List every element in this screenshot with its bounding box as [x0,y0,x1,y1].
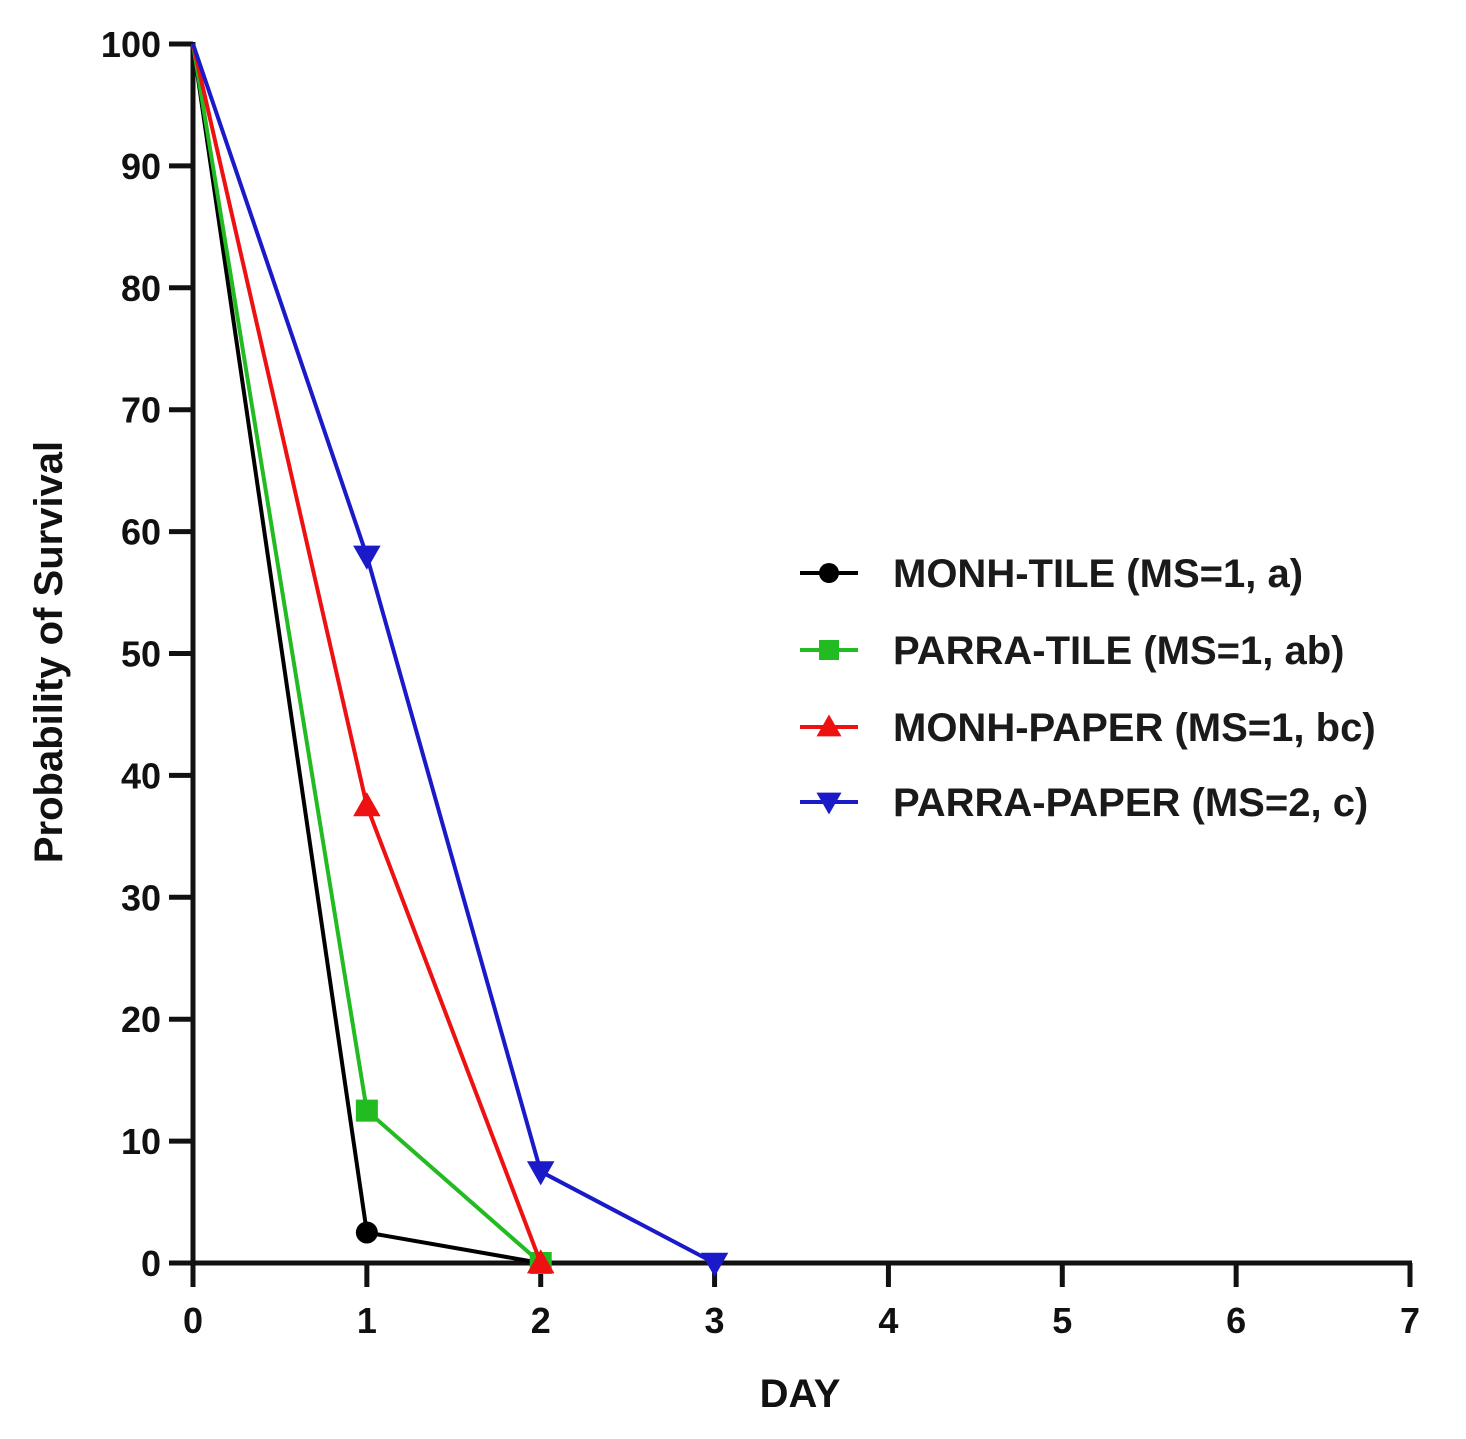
data-point [816,714,842,737]
legend-label: PARRA-PAPER (MS=2, c) [893,781,1368,825]
series-line [191,43,542,1265]
data-point [816,792,842,815]
legend-label: MONH-PAPER (MS=1, bc) [893,706,1376,750]
x-axis-title: DAY [760,1372,841,1416]
data-point [526,1161,555,1186]
series-line [191,43,716,1265]
series-4 [191,43,729,1277]
x-tick-label: 0 [183,1300,203,1341]
y-tick-label: 10 [121,1121,161,1162]
series-2 [191,43,552,1274]
x-tick-label: 5 [1052,1300,1072,1341]
x-tick-label: 6 [1226,1300,1246,1341]
x-tick-label: 1 [357,1300,377,1341]
legend-item-2: PARRA-TILE (MS=1, ab) [800,629,1345,673]
x-tick-label: 4 [878,1300,898,1341]
data-point [355,1099,378,1122]
legend-item-3: MONH-PAPER (MS=1, bc) [800,706,1376,750]
data-point [353,545,381,570]
x-tick-label: 3 [705,1300,725,1341]
data-point [700,1252,729,1277]
y-tick-label: 60 [121,512,161,553]
y-axis-title: Probability of Survival [27,441,71,863]
legend-label: PARRA-TILE (MS=1, ab) [893,629,1345,673]
series-line [191,43,543,1265]
data-point [819,640,839,660]
legend: MONH-TILE (MS=1, a) PARRA-TILE (MS=1, ab)… [800,552,1376,825]
data-point [353,792,381,817]
x-tick-label: 2 [531,1300,551,1341]
y-tick-label: 50 [121,634,161,675]
series-line [191,43,543,1264]
data-point [819,563,839,583]
legend-item-4: PARRA-PAPER (MS=2, c) [800,781,1368,825]
data-point [355,1221,378,1244]
legend-item-1: MONH-TILE (MS=1, a) [800,552,1303,596]
legend-label: MONH-TILE (MS=1, a) [893,552,1303,596]
y-tick-label: 30 [121,877,161,918]
axes: 0 10 20 30 40 50 60 70 80 90 100 0 1 2 3 4 5 6 7 [101,24,1420,1341]
y-tick-label: 80 [121,268,161,309]
y-tick-label: 20 [121,999,161,1040]
y-tick-label: 100 [101,24,161,65]
series-layer [191,43,729,1277]
y-tick-label: 40 [121,755,161,796]
y-tick-label: 0 [141,1243,161,1284]
data-point [526,1249,555,1274]
series-1 [191,43,552,1274]
y-tick-label: 70 [121,390,161,431]
x-tick-label: 7 [1400,1300,1420,1341]
y-tick-label: 90 [121,146,161,187]
series-3 [191,43,555,1274]
